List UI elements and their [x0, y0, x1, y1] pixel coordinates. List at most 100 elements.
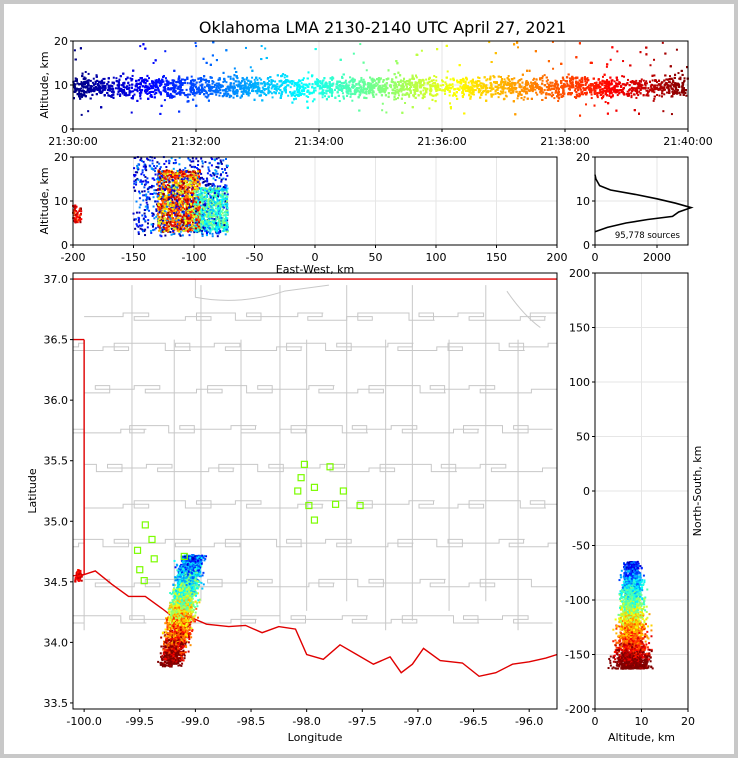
source-point [352, 52, 355, 55]
source-point [260, 78, 263, 81]
source-point [541, 79, 544, 82]
source-point [536, 93, 539, 96]
source-point [589, 84, 592, 87]
source-point [89, 90, 92, 93]
source-point [601, 92, 604, 95]
source-point [515, 90, 518, 93]
source-point [196, 87, 199, 90]
source-point [630, 81, 633, 84]
source-point [229, 75, 232, 78]
source-point [284, 74, 287, 77]
source-point [184, 94, 187, 97]
source-point [513, 77, 516, 80]
source-point [581, 90, 584, 93]
source-point [623, 75, 626, 78]
source-point [121, 92, 124, 95]
source-point [460, 87, 463, 90]
source-point [251, 76, 254, 79]
source-point [422, 86, 425, 89]
source-point [484, 89, 487, 92]
source-point [225, 81, 228, 84]
source-point [616, 94, 619, 97]
source-point [253, 78, 256, 81]
source-point [613, 86, 616, 89]
source-point [193, 79, 196, 82]
source-point [264, 47, 267, 50]
source-point [192, 98, 195, 101]
source-point [597, 85, 600, 88]
source-point [269, 90, 272, 93]
source-point [394, 90, 397, 93]
source-point [658, 94, 661, 97]
source-point [142, 78, 145, 81]
source-point [189, 93, 192, 96]
source-point [278, 92, 281, 95]
source-point [431, 82, 434, 85]
source-point [444, 92, 447, 95]
source-point [618, 81, 621, 84]
source-point [204, 81, 207, 84]
source-point [84, 90, 87, 93]
source-point [432, 79, 435, 82]
source-point [370, 85, 373, 88]
source-point [92, 77, 95, 80]
source-point [535, 91, 538, 94]
source-point [445, 83, 448, 86]
source-point [590, 93, 593, 96]
source-point [394, 93, 397, 96]
source-point [274, 84, 277, 87]
source-point [199, 84, 202, 87]
source-point [248, 92, 251, 95]
source-point [216, 84, 219, 87]
source-point [508, 80, 511, 83]
source-point [282, 73, 285, 76]
source-point [399, 79, 402, 82]
source-point [233, 67, 236, 70]
source-point [276, 83, 279, 86]
source-point [305, 95, 308, 98]
source-point [308, 91, 311, 94]
figure-svg: Oklahoma LMA 2130-2140 UTC April 27, 202… [26, 18, 713, 744]
source-point [433, 74, 436, 77]
source-point [252, 87, 255, 90]
source-point [270, 81, 273, 84]
source-point [435, 79, 438, 82]
source-point [613, 80, 616, 83]
source-point [192, 88, 195, 91]
source-point [177, 78, 180, 81]
source-point [88, 91, 91, 94]
source-point [284, 88, 287, 91]
source-point [128, 84, 131, 87]
source-point [552, 94, 555, 97]
source-point [476, 87, 479, 90]
source-point [469, 86, 472, 89]
source-point [566, 82, 569, 85]
source-point [642, 79, 645, 82]
source-point [365, 90, 368, 93]
source-point [420, 49, 423, 52]
source-point [226, 90, 229, 93]
source-point [437, 86, 440, 89]
source-point [630, 96, 633, 99]
source-point [394, 84, 397, 87]
source-point [449, 84, 452, 87]
source-point [169, 92, 172, 95]
source-point [177, 77, 180, 80]
source-point [127, 87, 130, 90]
source-point [239, 85, 242, 88]
source-point [213, 85, 216, 88]
source-point [477, 76, 480, 79]
source-point [630, 92, 633, 95]
source-point [223, 92, 226, 95]
source-point [180, 91, 183, 94]
source-point [502, 90, 505, 93]
source-point [532, 77, 535, 80]
source-point [645, 82, 648, 85]
source-point [133, 93, 136, 96]
source-point [618, 89, 621, 92]
source-point [581, 79, 584, 82]
source-point [473, 89, 476, 92]
source-point [371, 80, 374, 83]
source-point [125, 86, 128, 89]
source-point [116, 93, 119, 96]
